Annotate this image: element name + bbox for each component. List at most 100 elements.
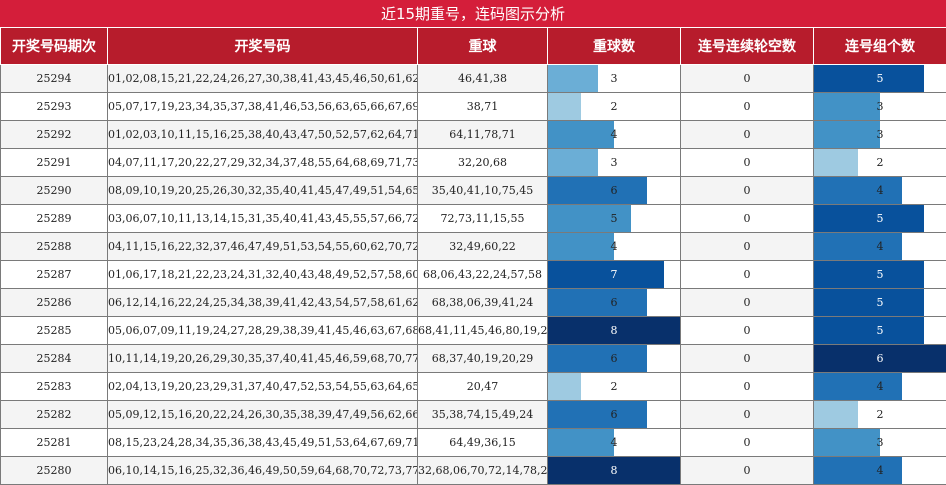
cell-gap: 0 <box>681 65 814 93</box>
cell-groups-value: 4 <box>877 464 884 477</box>
cell-groups-bar <box>814 205 924 232</box>
cell-repeat-count: 6 <box>548 177 681 205</box>
cell-groups-value: 2 <box>877 156 884 169</box>
cell-repeat-count: 2 <box>548 93 681 121</box>
cell-gap: 0 <box>681 177 814 205</box>
cell-repeat-count-bar <box>548 93 581 120</box>
cell-repeat: 72,73,11,15,55 <box>418 205 548 233</box>
cell-groups-bar <box>814 261 924 288</box>
cell-repeat: 64,49,36,15 <box>418 429 548 457</box>
cell-repeat: 68,38,06,39,41,24 <box>418 289 548 317</box>
cell-repeat-count: 2 <box>548 373 681 401</box>
cell-numbers: 08,09,10,19,20,25,26,30,32,35,40,41,45,4… <box>108 177 418 205</box>
cell-repeat-count-value: 3 <box>611 72 618 85</box>
cell-repeat: 64,11,78,71 <box>418 121 548 149</box>
cell-gap: 0 <box>681 233 814 261</box>
cell-numbers: 08,15,23,24,28,34,35,36,38,43,45,49,51,5… <box>108 429 418 457</box>
cell-numbers: 02,04,13,19,20,23,29,31,37,40,47,52,53,5… <box>108 373 418 401</box>
cell-gap: 0 <box>681 261 814 289</box>
cell-repeat-count-value: 6 <box>611 184 618 197</box>
cell-repeat-count-value: 8 <box>611 324 618 337</box>
cell-repeat: 38,71 <box>418 93 548 121</box>
cell-numbers: 05,09,12,15,16,20,22,24,26,30,35,38,39,4… <box>108 401 418 429</box>
cell-repeat: 32,20,68 <box>418 149 548 177</box>
cell-repeat: 68,37,40,19,20,29 <box>418 345 548 373</box>
cell-groups: 2 <box>814 401 946 429</box>
cell-groups-value: 2 <box>877 408 884 421</box>
cell-gap: 0 <box>681 457 814 485</box>
cell-groups-value: 4 <box>877 184 884 197</box>
cell-repeat: 32,49,60,22 <box>418 233 548 261</box>
cell-gap: 0 <box>681 289 814 317</box>
cell-repeat-count: 4 <box>548 233 681 261</box>
cell-repeat-count-bar <box>548 289 647 316</box>
cell-groups-value: 4 <box>877 380 884 393</box>
cell-repeat-count-bar <box>548 429 614 456</box>
cell-groups-value: 3 <box>877 100 884 113</box>
cell-groups: 5 <box>814 289 946 317</box>
cell-repeat: 32,68,06,70,72,14,78,25 <box>418 457 548 485</box>
cell-groups-value: 5 <box>877 212 884 225</box>
cell-repeat-count-value: 8 <box>611 464 618 477</box>
header-repeat-count: 重球数 <box>548 28 681 65</box>
cell-repeat-count-bar <box>548 65 598 92</box>
header-gap: 连号连续轮空数 <box>681 28 814 65</box>
cell-repeat-count-bar <box>548 233 614 260</box>
cell-numbers: 05,07,17,19,23,34,35,37,38,41,46,53,56,6… <box>108 93 418 121</box>
cell-groups-bar <box>814 373 902 400</box>
cell-repeat-count-bar <box>548 401 647 428</box>
cell-gap: 0 <box>681 121 814 149</box>
page-title: 近15期重号，连码图示分析 <box>0 0 946 27</box>
cell-groups-bar <box>814 289 924 316</box>
cell-period: 25280 <box>1 457 108 485</box>
cell-period: 25281 <box>1 429 108 457</box>
cell-repeat-count: 8 <box>548 317 681 345</box>
cell-groups-bar <box>814 233 902 260</box>
cell-groups-value: 3 <box>877 436 884 449</box>
cell-numbers: 04,11,15,16,22,32,37,46,47,49,51,53,54,5… <box>108 233 418 261</box>
cell-repeat-count-value: 2 <box>611 380 618 393</box>
cell-repeat-count: 6 <box>548 345 681 373</box>
cell-groups: 3 <box>814 121 946 149</box>
cell-gap: 0 <box>681 93 814 121</box>
cell-repeat-count-bar <box>548 121 614 148</box>
cell-period: 25284 <box>1 345 108 373</box>
cell-numbers: 10,11,14,19,20,26,29,30,35,37,40,41,45,4… <box>108 345 418 373</box>
cell-groups-value: 6 <box>877 352 884 365</box>
cell-groups-bar <box>814 149 858 176</box>
cell-groups: 3 <box>814 429 946 457</box>
cell-period: 25286 <box>1 289 108 317</box>
cell-period: 25290 <box>1 177 108 205</box>
cell-groups: 2 <box>814 149 946 177</box>
cell-numbers: 04,07,11,17,20,22,27,29,32,34,37,48,55,6… <box>108 149 418 177</box>
header-row: 开奖号码期次 开奖号码 重球 重球数 连号连续轮空数 连号组个数 <box>1 28 946 65</box>
cell-groups: 6 <box>814 345 946 373</box>
cell-repeat-count: 7 <box>548 261 681 289</box>
cell-groups: 5 <box>814 65 946 93</box>
cell-groups: 3 <box>814 93 946 121</box>
cell-groups: 4 <box>814 457 946 485</box>
cell-gap: 0 <box>681 205 814 233</box>
cell-repeat-count: 3 <box>548 149 681 177</box>
cell-groups-value: 5 <box>877 268 884 281</box>
cell-repeat: 68,41,11,45,46,80,19,29 <box>418 317 548 345</box>
cell-period: 25285 <box>1 317 108 345</box>
cell-repeat-count: 4 <box>548 121 681 149</box>
header-repeat: 重球 <box>418 28 548 65</box>
cell-groups: 4 <box>814 373 946 401</box>
cell-groups-value: 3 <box>877 128 884 141</box>
cell-repeat: 46,41,38 <box>418 65 548 93</box>
cell-repeat: 20,47 <box>418 373 548 401</box>
cell-repeat-count-bar <box>548 345 647 372</box>
cell-groups-bar <box>814 457 902 484</box>
